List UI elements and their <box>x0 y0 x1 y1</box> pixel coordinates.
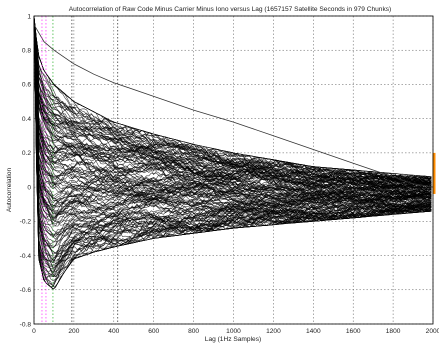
x-tick-label: 1600 <box>346 328 361 335</box>
x-tick-label: 200 <box>68 328 79 335</box>
autocorrelation-curve <box>33 15 432 199</box>
autocorrelation-curve <box>33 15 432 196</box>
y-tick-label: 1 <box>27 13 31 20</box>
x-tick-label: 1000 <box>226 328 241 335</box>
autocorrelation-curve <box>33 15 432 263</box>
x-axis-label: Lag (1Hz Samples) <box>205 336 261 343</box>
vertical-markers <box>41 16 119 324</box>
autocorrelation-curve <box>33 15 432 195</box>
y-tick-label: 0.4 <box>22 116 31 123</box>
autocorrelation-curve <box>33 15 432 211</box>
y-tick-label: -0.6 <box>20 287 32 294</box>
autocorrelation-curve <box>33 15 432 224</box>
autocorrelation-curve <box>33 15 432 184</box>
autocorrelation-curve <box>33 15 432 255</box>
x-ticks: 0 200 400 600 800 1000 1200 1400 1600 1800 2000 <box>32 328 439 335</box>
x-tick-label: 600 <box>148 328 159 335</box>
x-tick-label: 800 <box>188 328 199 335</box>
axes-box <box>33 15 434 325</box>
x-tick-label: 1200 <box>266 328 281 335</box>
autocorrelation-curve <box>33 15 432 264</box>
x-tick-label: 400 <box>108 328 119 335</box>
y-axis-label: Autocorrelation <box>6 167 13 212</box>
autocorrelation-curve <box>33 15 432 217</box>
y-tick-label: 0.2 <box>22 150 31 157</box>
autocorrelation-curve <box>33 15 432 219</box>
autocorrelation-curve <box>33 15 432 201</box>
autocorrelation-curve <box>33 15 432 282</box>
autocorrelation-curve <box>33 15 432 274</box>
curves <box>33 15 436 290</box>
autocorrelation-curve <box>33 15 432 186</box>
x-tick-label: 2000 <box>426 328 439 335</box>
x-tick-label: 1800 <box>386 328 401 335</box>
autocorrelation-curve <box>33 15 432 187</box>
autocorrelation-curve <box>33 15 432 279</box>
autocorrelation-curve <box>33 15 432 182</box>
autocorrelation-curve <box>33 15 432 195</box>
autocorrelation-curve <box>33 15 432 186</box>
autocorrelation-curve <box>33 15 432 189</box>
autocorrelation-curve <box>33 15 432 181</box>
y-ticks: -0.8 -0.6 -0.4 -0.2 0 0.2 0.4 0.6 0.8 1 <box>20 13 32 328</box>
y-tick-label: 0 <box>27 184 31 191</box>
outlier-curve <box>33 24 434 188</box>
autocorrelation-curve <box>33 15 432 211</box>
autocorrelation-curve <box>33 15 432 227</box>
autocorrelation-curve <box>33 15 432 206</box>
autocorrelation-curve <box>33 15 432 270</box>
x-tick-label: 1400 <box>306 328 321 335</box>
autocorrelation-curve <box>33 15 432 188</box>
autocorrelation-curve <box>33 15 432 245</box>
autocorrelation-curve <box>33 15 432 193</box>
x-tick-label: 0 <box>32 328 36 335</box>
autocorrelation-curve <box>33 15 432 288</box>
autocorrelation-curve <box>33 15 432 212</box>
autocorrelation-curve <box>33 15 432 249</box>
y-tick-label: -0.4 <box>20 253 32 260</box>
autocorrelation-curve <box>33 15 432 278</box>
autocorrelation-curve <box>33 15 432 290</box>
y-tick-label: 0.8 <box>22 48 31 55</box>
autocorrelation-curve <box>33 15 432 182</box>
autocorrelation-curve <box>33 15 432 190</box>
y-tick-label: -0.8 <box>20 321 32 328</box>
chart-title: Autocorrelation of Raw Code Minus Carrie… <box>69 6 392 13</box>
autocorrelation-curve <box>33 15 432 199</box>
autocorrelation-curve <box>33 15 432 190</box>
y-tick-label: 0.6 <box>22 82 31 89</box>
autocorrelation-curve <box>33 15 432 278</box>
y-tick-label: -0.2 <box>20 219 32 226</box>
autocorrelation-curve <box>33 15 432 182</box>
